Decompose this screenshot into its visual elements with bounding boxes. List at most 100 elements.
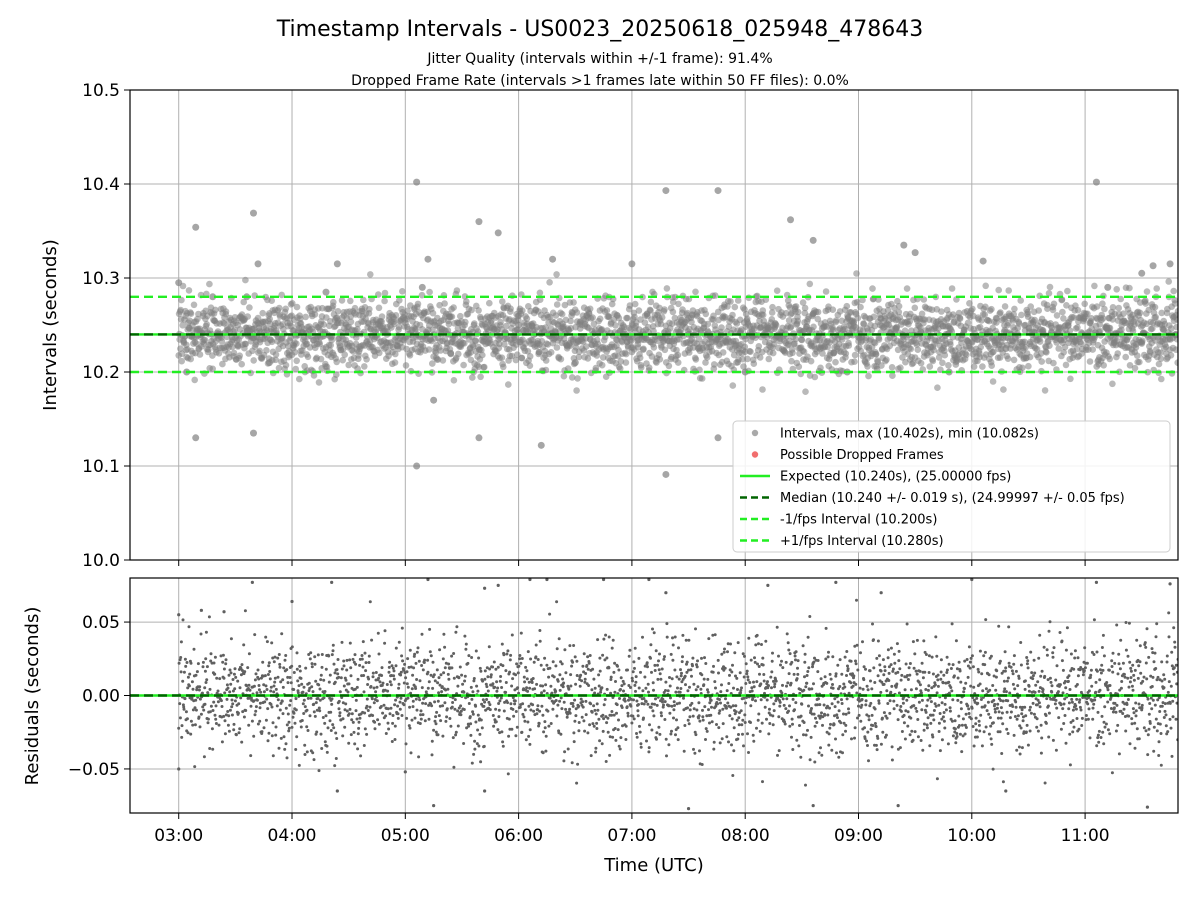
residual-point (742, 675, 746, 679)
residual-point (607, 635, 611, 639)
residual-point (218, 677, 222, 681)
residual-point (429, 673, 433, 677)
interval-point (1134, 352, 1141, 360)
residual-point (677, 646, 680, 650)
residual-point (523, 708, 527, 712)
residual-point (272, 690, 276, 694)
residual-point (450, 666, 454, 670)
residual-point (284, 742, 288, 746)
residual-point (642, 716, 645, 720)
interval-point (804, 353, 811, 361)
residual-point (214, 704, 218, 708)
residual-point (581, 705, 585, 709)
residual-point (423, 719, 427, 723)
residual-point (672, 700, 676, 704)
residual-point (182, 705, 186, 709)
residual-point (244, 709, 248, 712)
residual-point (626, 714, 630, 718)
residual-point (348, 658, 352, 662)
interval-point (829, 326, 837, 334)
interval-point (1158, 309, 1165, 317)
residual-point (763, 705, 767, 709)
interval-point (938, 308, 945, 315)
residual-point (631, 714, 635, 718)
residual-point (627, 698, 630, 702)
interval-point (488, 317, 495, 325)
interval-point (1106, 355, 1113, 363)
residual-point (616, 728, 620, 732)
residual-point (266, 739, 270, 743)
residual-point (214, 717, 218, 721)
residual-point (724, 697, 727, 701)
interval-point (1122, 353, 1129, 361)
residual-point (781, 697, 785, 701)
interval-point (1099, 300, 1106, 308)
residual-point (750, 686, 754, 690)
residual-point (592, 677, 596, 681)
residual-point (624, 738, 628, 741)
intervals-y-tick-label: 10.1 (82, 457, 120, 477)
residual-point (256, 722, 260, 726)
residual-point (727, 740, 730, 744)
residual-point (519, 661, 523, 665)
interval-point (399, 288, 406, 295)
interval-point (561, 301, 569, 309)
residual-point (450, 654, 454, 658)
residual-point (336, 672, 340, 676)
residual-point (610, 710, 614, 713)
residual-point (219, 699, 223, 703)
interval-point (935, 354, 943, 361)
residual-point (296, 679, 300, 683)
residual-point (771, 651, 774, 655)
residual-point (253, 678, 257, 682)
residual-point (441, 704, 445, 708)
residual-point (554, 664, 558, 668)
residual-point (424, 690, 428, 694)
residual-point (283, 747, 287, 751)
residual-point (269, 685, 273, 689)
residual-point (760, 721, 764, 725)
residual-point (536, 708, 540, 712)
residual-point (242, 715, 246, 719)
residual-point (607, 666, 611, 670)
residual-point (486, 689, 490, 693)
residual-point (632, 698, 635, 702)
residual-point (595, 702, 599, 706)
residual-point (258, 701, 262, 705)
residual-point (577, 704, 581, 708)
residual-point (800, 702, 804, 706)
residual-point (776, 696, 780, 700)
residual-point (231, 689, 235, 693)
residual-point (357, 726, 361, 730)
residual-point (618, 697, 621, 700)
residual-point (527, 680, 531, 684)
interval-point (1109, 304, 1117, 311)
interval-point (798, 336, 806, 344)
interval-point (1155, 360, 1163, 368)
residual-point (777, 749, 781, 753)
residual-point (718, 698, 721, 701)
residual-point (191, 723, 195, 727)
interval-point (769, 303, 776, 311)
interval-point (575, 353, 583, 361)
residual-point (288, 676, 292, 679)
residual-point (673, 704, 676, 707)
residual-point (377, 722, 381, 726)
interval-point (268, 338, 276, 346)
residual-point (789, 681, 793, 685)
residual-point (383, 688, 387, 692)
legend-box (732, 420, 1171, 553)
interval-point (982, 303, 989, 311)
residual-point (476, 713, 480, 717)
residual-point (375, 699, 379, 703)
interval-point (347, 297, 354, 305)
residual-point (526, 650, 530, 654)
residual-point (288, 703, 292, 707)
residual-point (306, 696, 310, 700)
residual-point (471, 712, 475, 716)
residual-point (257, 688, 261, 692)
residual-point (582, 719, 586, 723)
residual-point (796, 659, 800, 663)
residual-point (418, 679, 422, 683)
residual-point (534, 655, 538, 659)
